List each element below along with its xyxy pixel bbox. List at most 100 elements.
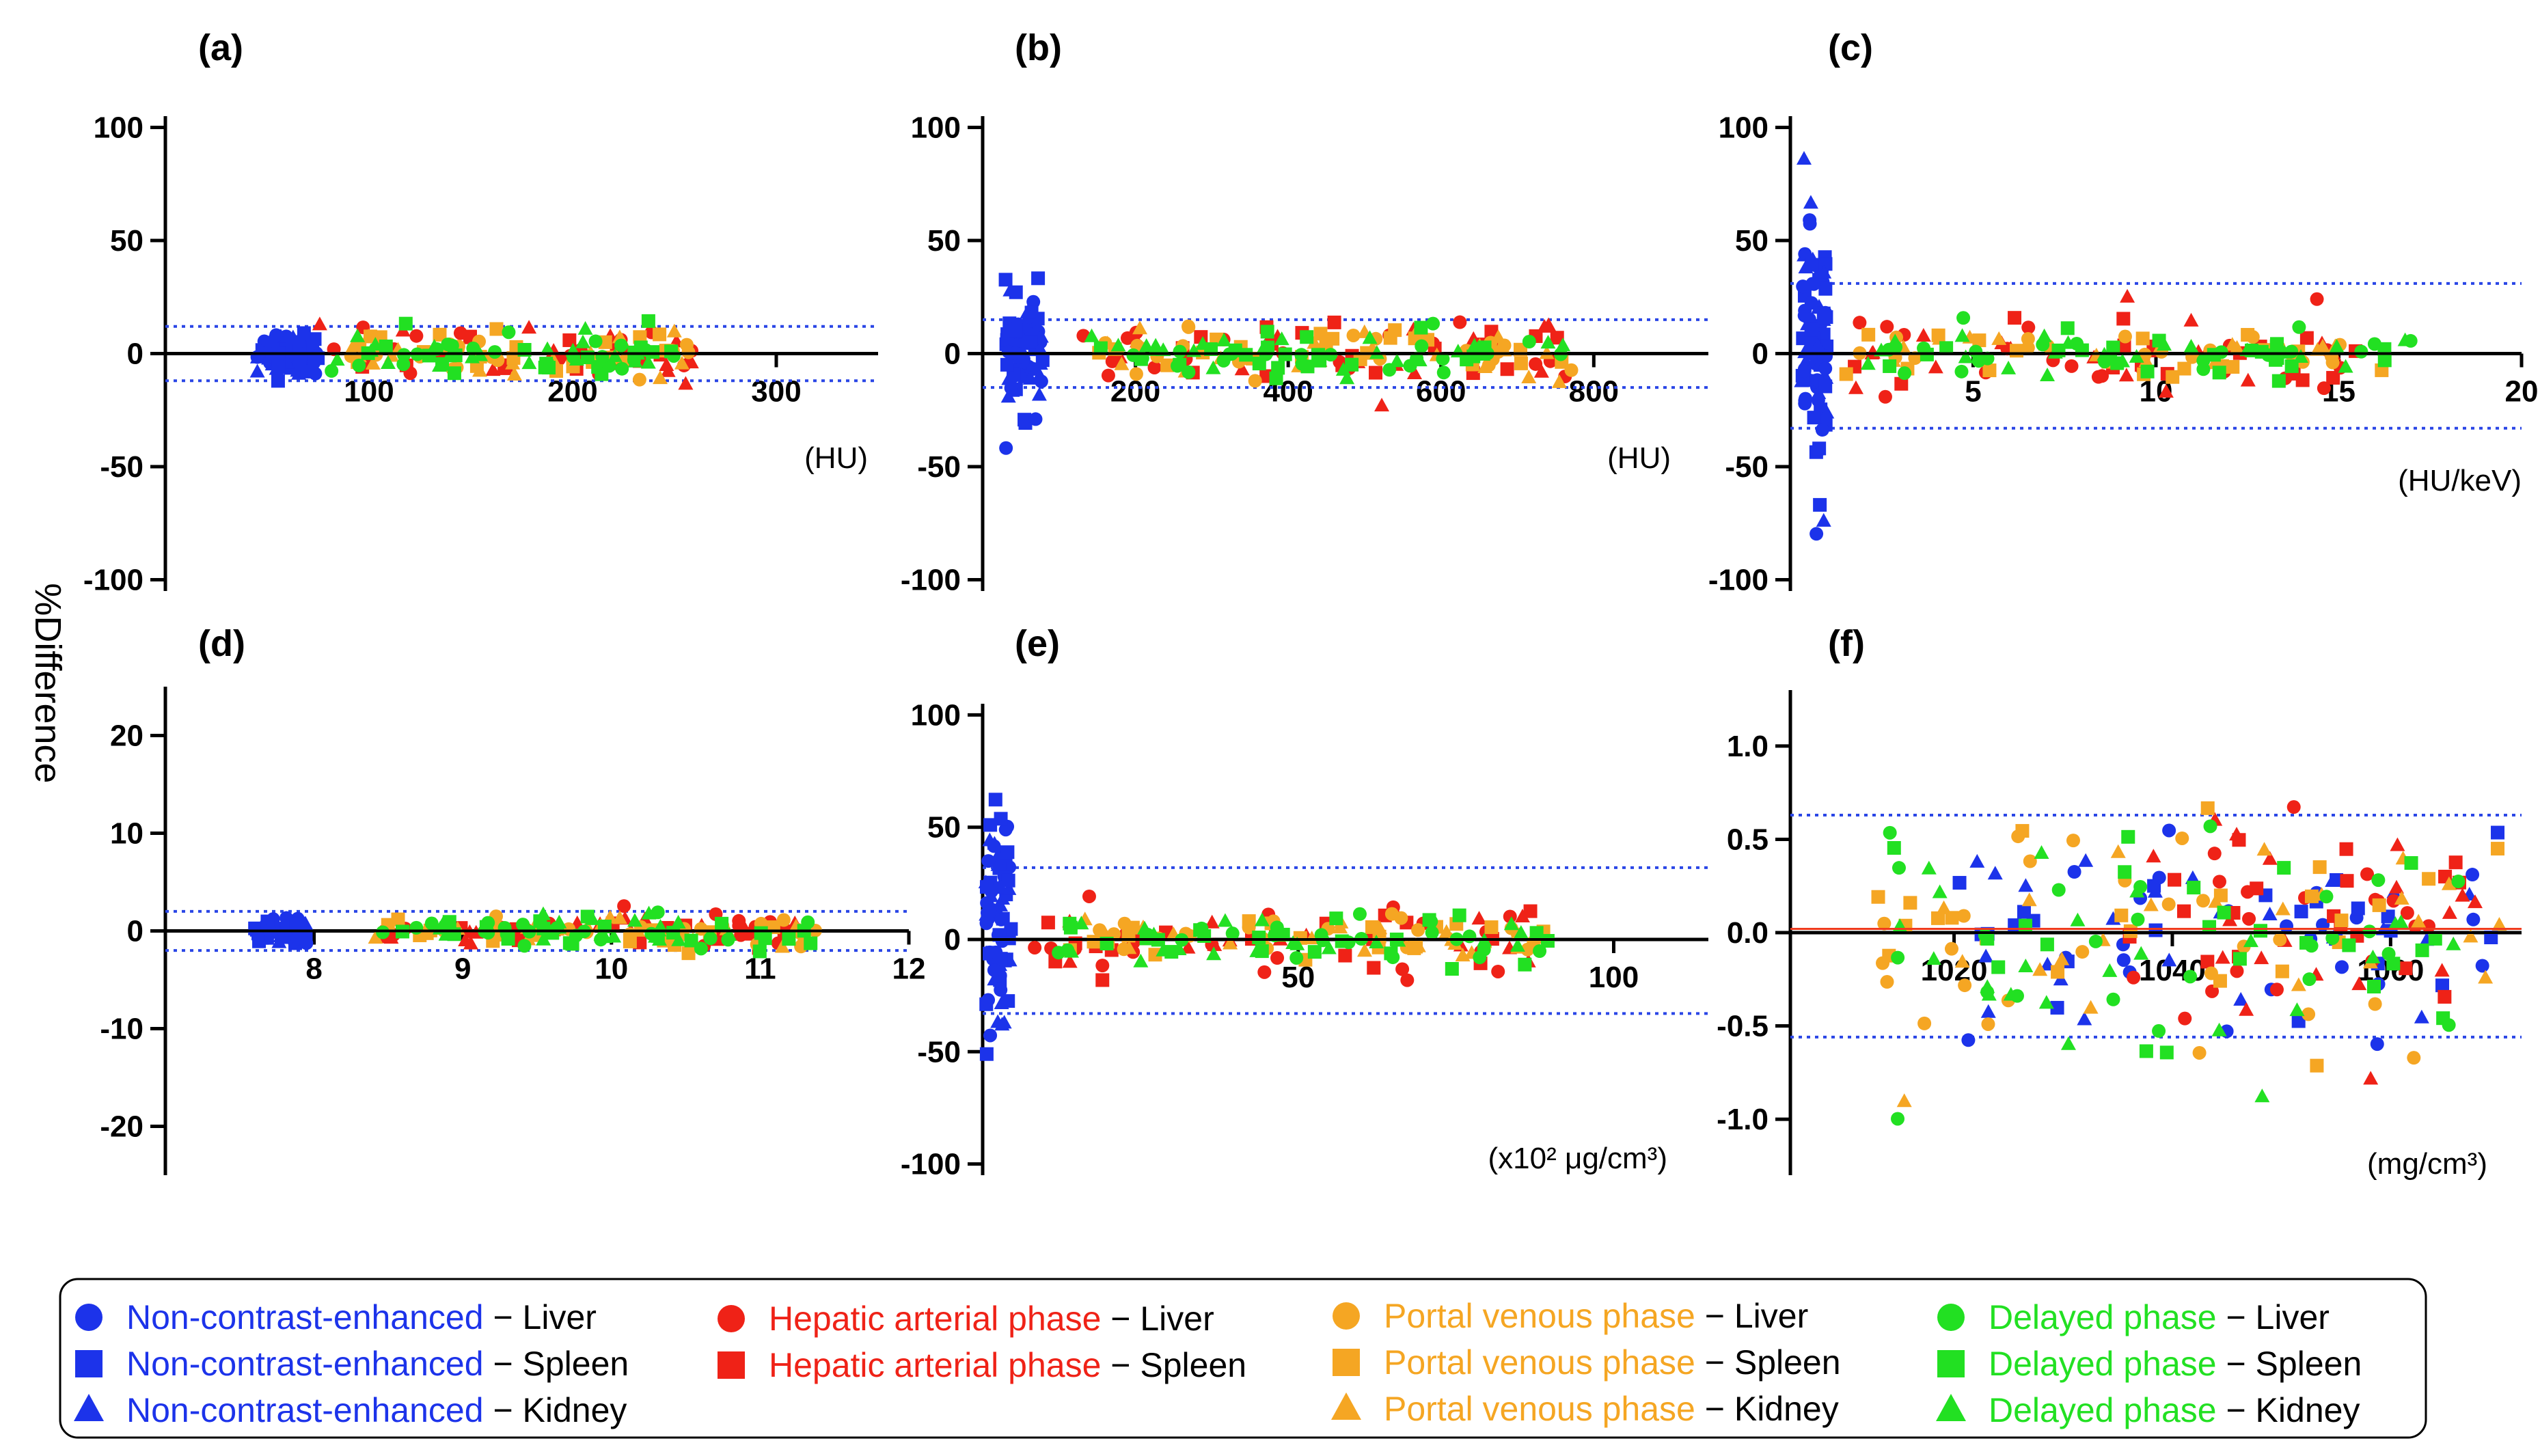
- data-point: [1436, 366, 1451, 380]
- data-point: [2023, 854, 2037, 868]
- data-point: [703, 931, 718, 946]
- data-point: [1001, 994, 1015, 1008]
- data-point: [593, 926, 609, 941]
- data-point: [640, 355, 656, 369]
- legend-entry: Non-contrast-enhanced − Liver: [75, 1298, 597, 1336]
- data-point: [251, 931, 265, 945]
- data-point: [653, 370, 668, 385]
- y-tick-label: 1.0: [1727, 730, 1769, 763]
- y-tick-label: 0.5: [1727, 823, 1769, 856]
- data-point: [2389, 879, 2405, 894]
- y-tick-label: 100: [911, 111, 961, 145]
- data-point: [2310, 1058, 2324, 1073]
- data-point: [2011, 829, 2025, 844]
- data-point: [1234, 361, 1250, 376]
- data-point: [368, 930, 383, 944]
- y-tick-label: -50: [917, 1035, 961, 1069]
- data-point: [448, 348, 463, 363]
- data-point: [352, 358, 366, 372]
- data-point: [271, 934, 287, 948]
- data-point: [1462, 929, 1477, 944]
- data-point: [1816, 264, 1832, 279]
- y-tick-label: 0: [944, 923, 961, 957]
- data-point: [2196, 353, 2211, 368]
- data-point: [1816, 512, 1831, 527]
- data-point: [2018, 958, 2034, 972]
- data-point: [1252, 931, 1266, 945]
- data-point: [2233, 991, 2249, 1006]
- data-point: [577, 320, 593, 335]
- data-point: [1270, 950, 1285, 965]
- data-point: [1422, 913, 1436, 927]
- y-tick-label: 100: [1719, 111, 1769, 145]
- x-unit-label: (x10² μg/cm³): [1488, 1142, 1667, 1175]
- legend-entry: Portal venous phase − Spleen: [1333, 1343, 1841, 1382]
- data-point: [1133, 953, 1149, 967]
- x-tick-label: 8: [305, 952, 322, 986]
- data-point: [2036, 328, 2052, 342]
- data-point: [424, 916, 439, 931]
- data-point: [489, 322, 504, 336]
- data-point: [999, 441, 1013, 455]
- data-point: [1026, 323, 1042, 338]
- data-point: [2291, 977, 2306, 991]
- data-point: [1930, 911, 1945, 925]
- data-point: [2177, 361, 2191, 376]
- data-point: [1269, 371, 1283, 385]
- data-point: [521, 355, 537, 370]
- data-point: [2269, 983, 2284, 997]
- data-point: [2491, 917, 2507, 931]
- data-point: [1388, 323, 1402, 338]
- data-point: [1981, 987, 1997, 1001]
- data-point: [2277, 861, 2291, 875]
- data-point: [1980, 1004, 1996, 1018]
- data-point: [1797, 364, 1812, 379]
- data-point: [1338, 948, 1352, 963]
- data-point: [1346, 328, 1361, 342]
- data-point: [2066, 834, 2080, 848]
- data-point: [2070, 912, 2086, 926]
- data-point: [2205, 984, 2220, 998]
- data-point: [994, 912, 1009, 926]
- data-point: [1020, 305, 1035, 319]
- legend-label: Non-contrast-enhanced − Spleen: [126, 1345, 629, 1383]
- data-point: [2351, 976, 2367, 991]
- data-point: [1819, 310, 1833, 325]
- data-point: [2342, 938, 2356, 952]
- data-point: [1093, 923, 1107, 937]
- data-point: [1804, 322, 1818, 337]
- y-tick-label: 0: [127, 338, 144, 371]
- data-point: [1807, 411, 1821, 425]
- data-point: [994, 983, 1008, 997]
- data-point: [1321, 940, 1337, 954]
- y-tick-label: 0: [127, 915, 144, 948]
- legend-marker-square: [1937, 1350, 1965, 1377]
- legend-label: Delayed phase − Liver: [1989, 1298, 2330, 1336]
- data-point: [1533, 944, 1547, 958]
- data-point: [2397, 332, 2413, 346]
- y-tick-label: -100: [901, 563, 961, 596]
- data-point: [2021, 331, 2035, 346]
- y-tick-label: -1.0: [1717, 1103, 1769, 1136]
- data-point: [595, 367, 609, 381]
- data-point: [2411, 914, 2427, 928]
- data-point: [1917, 1016, 1932, 1030]
- data-point: [1491, 964, 1505, 978]
- data-point: [2050, 1000, 2064, 1015]
- data-point: [2106, 992, 2120, 1006]
- data-point: [1529, 926, 1544, 940]
- data-point: [1026, 294, 1041, 309]
- data-point: [588, 334, 603, 348]
- data-point: [1426, 316, 1440, 331]
- x-tick-label: 100: [344, 375, 394, 409]
- data-point: [1304, 931, 1320, 945]
- x-tick-label: 20: [2505, 375, 2539, 409]
- y-tick-label: -10: [100, 1013, 144, 1046]
- data-point: [1112, 349, 1128, 363]
- data-point: [1987, 866, 2003, 880]
- data-point: [2051, 343, 2066, 357]
- data-point: [2475, 959, 2489, 973]
- data-point: [801, 915, 815, 929]
- data-point: [1300, 359, 1315, 374]
